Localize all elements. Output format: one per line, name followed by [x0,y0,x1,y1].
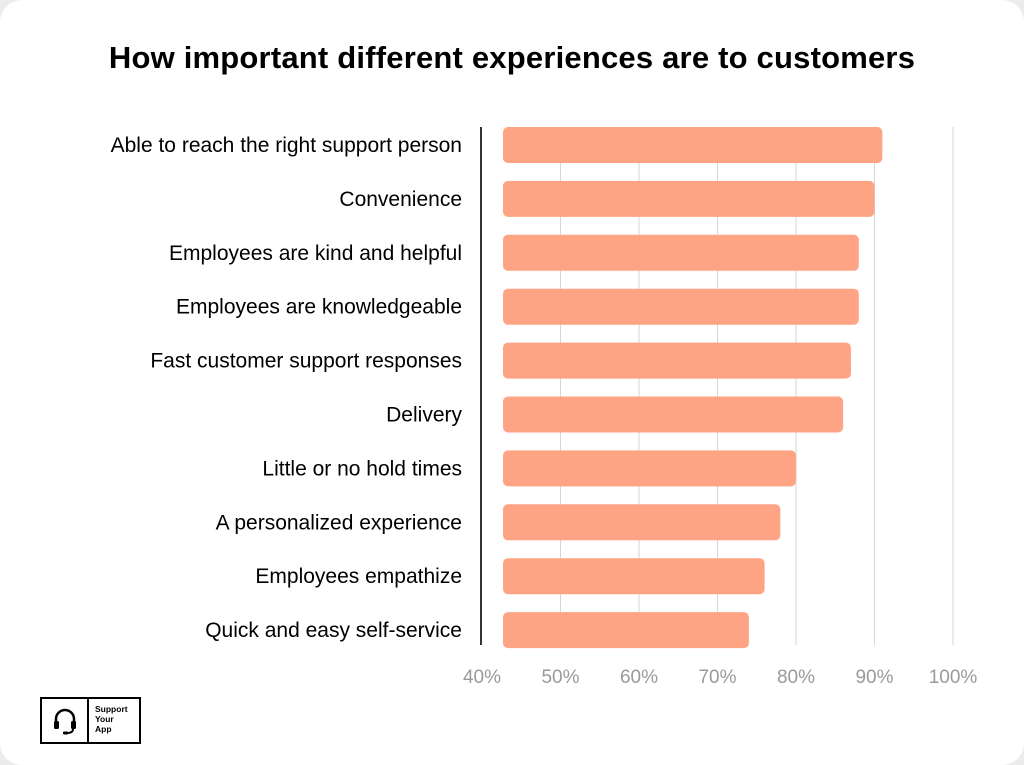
bar [503,504,781,541]
logo-text: Support Your App [89,699,128,742]
category-label: Convenience [339,188,462,211]
category-label: Employees empathize [255,565,462,588]
bar [503,288,859,325]
brand-logo: Support Your App [40,697,141,744]
x-tick-label: 60% [620,667,658,688]
bar [503,180,875,217]
bar [503,558,765,595]
bar [503,342,851,379]
bar [503,127,883,163]
logo-line: App [95,724,112,734]
category-label: Fast customer support responses [150,350,462,373]
logo-line: Support [95,704,128,714]
x-tick-label: 80% [777,667,815,688]
category-label: Employees are knowledgeable [176,296,462,319]
chart-title: How important different experiences are … [108,40,916,75]
bar [503,612,749,649]
category-label: Employees are kind and helpful [169,242,462,265]
x-tick-label: 70% [698,667,736,688]
category-label: A personalized experience [216,511,462,534]
category-label: Quick and easy self-service [205,619,462,642]
category-label: Little or no hold times [262,457,462,480]
x-tick-label: 40% [463,667,501,688]
headset-icon [42,699,89,742]
bar [503,396,844,433]
x-tick-label: 90% [855,667,893,688]
bar [503,234,859,271]
category-label: Able to reach the right support person [111,134,462,157]
bar [503,450,796,487]
category-label: Delivery [386,404,462,427]
x-tick-label: 50% [541,667,579,688]
logo-line: Your [95,714,114,724]
x-tick-label: 100% [929,667,978,688]
